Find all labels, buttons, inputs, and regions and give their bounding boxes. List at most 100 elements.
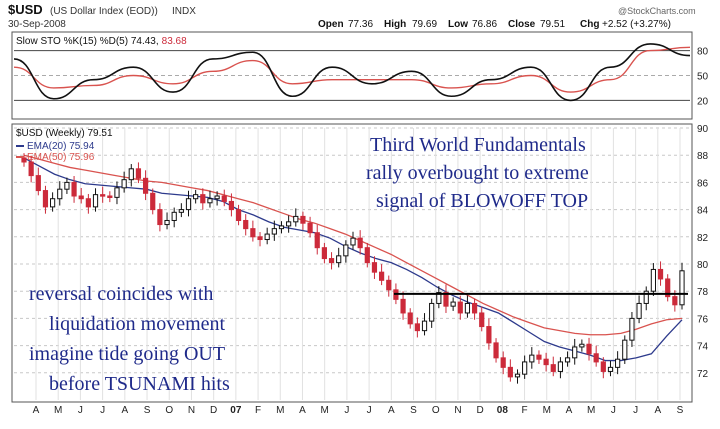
candle-body bbox=[178, 209, 184, 213]
candle-body bbox=[450, 301, 456, 307]
candle-body bbox=[436, 292, 442, 304]
candle-body bbox=[364, 247, 370, 264]
candle-body bbox=[471, 302, 478, 314]
candle-body bbox=[193, 194, 199, 200]
x-tick-label-16: A bbox=[388, 405, 395, 416]
high-label: High bbox=[384, 19, 406, 30]
x-tick-label-26: J bbox=[611, 405, 616, 416]
candle-body bbox=[207, 198, 213, 204]
candle bbox=[257, 232, 263, 247]
watermark: @StockCharts.com bbox=[618, 6, 696, 16]
candle-body bbox=[214, 195, 220, 200]
stochastic-d-value: 83.68 bbox=[162, 36, 187, 47]
chg-value: +2.52 (+3.27%) bbox=[602, 19, 671, 30]
annotation-reversal-line-3: imagine tide going OUT bbox=[29, 343, 225, 365]
candle bbox=[307, 216, 313, 238]
candle-body bbox=[386, 279, 392, 291]
candle-body bbox=[78, 195, 84, 200]
candle bbox=[543, 352, 549, 372]
price-tick-84: 84 bbox=[697, 206, 709, 217]
candle bbox=[443, 284, 449, 313]
chart-date: 30-Sep-2008 bbox=[8, 19, 66, 30]
annotation-blowoff-line-2: rally overbought to extreme bbox=[366, 162, 589, 184]
price-frame bbox=[11, 123, 693, 403]
candle bbox=[514, 369, 521, 384]
candle bbox=[471, 298, 478, 320]
candle bbox=[71, 176, 77, 203]
candle-body bbox=[400, 298, 406, 314]
price-grid bbox=[14, 127, 690, 400]
x-tick-label-1: M bbox=[54, 405, 62, 416]
candle-body bbox=[457, 301, 463, 314]
candle-body bbox=[550, 364, 556, 372]
annotation-reversal-line-2: liquidation movement bbox=[49, 313, 226, 335]
x-tick-label-22: F bbox=[521, 405, 527, 416]
candle-body bbox=[679, 270, 685, 306]
candle-body bbox=[464, 302, 471, 314]
candle-body bbox=[414, 323, 420, 332]
candle-body bbox=[257, 236, 263, 241]
candle bbox=[379, 264, 385, 286]
candle-body bbox=[607, 366, 614, 372]
ema50-label: EMA(50) 75.96 bbox=[27, 152, 95, 163]
candle bbox=[386, 275, 392, 297]
candle-body bbox=[264, 233, 270, 241]
candle bbox=[650, 263, 656, 296]
candle-body bbox=[407, 312, 413, 325]
candle bbox=[429, 298, 435, 328]
candle-body bbox=[271, 228, 277, 235]
candle-body bbox=[157, 209, 163, 226]
candle-body bbox=[615, 358, 621, 368]
candle-body bbox=[164, 219, 170, 226]
candle-body bbox=[500, 357, 506, 368]
x-tick-label-9: 07 bbox=[230, 405, 242, 416]
candle-body bbox=[142, 177, 149, 194]
low-label: Low bbox=[448, 19, 468, 30]
ohlc-readout: Open 77.36 High 79.69 Low 76.86 Close 79… bbox=[318, 19, 671, 30]
candle-body bbox=[135, 168, 142, 179]
candle-body bbox=[543, 358, 549, 366]
price-tick-86: 86 bbox=[697, 178, 709, 189]
candle bbox=[414, 317, 420, 338]
candle-body bbox=[71, 181, 77, 197]
price-tick-76: 76 bbox=[697, 314, 709, 325]
candle bbox=[243, 214, 249, 236]
annotation-reversal: reversal coincides with liquidation move… bbox=[29, 283, 230, 395]
x-tick-label-15: J bbox=[367, 405, 372, 416]
candle bbox=[457, 295, 463, 320]
candle bbox=[171, 207, 177, 228]
candle bbox=[278, 221, 285, 234]
x-tick-label-29: S bbox=[677, 405, 684, 416]
price-legend: $USD (Weekly) 79.51 EMA(20) 75.94 EMA(50… bbox=[16, 128, 113, 163]
x-tick-label-6: O bbox=[165, 405, 173, 416]
candle bbox=[665, 274, 671, 302]
candle-body bbox=[564, 357, 571, 363]
candle-body bbox=[350, 237, 356, 246]
candle bbox=[221, 189, 227, 207]
candle bbox=[314, 224, 320, 255]
x-tick-label-2: J bbox=[78, 405, 83, 416]
candle-body bbox=[57, 188, 63, 200]
candle bbox=[193, 189, 199, 204]
candle bbox=[321, 242, 327, 264]
stochastic-title-prefix: Slow STO %K(15) %D(5) 74.43, bbox=[16, 36, 159, 47]
stochastic-lines bbox=[13, 43, 691, 102]
candle bbox=[50, 192, 56, 212]
candle bbox=[350, 231, 356, 250]
candle-body bbox=[21, 157, 27, 163]
x-tick-label-19: N bbox=[454, 405, 461, 416]
candle bbox=[564, 351, 571, 367]
candle bbox=[286, 215, 292, 233]
candle-body bbox=[50, 198, 56, 208]
candle bbox=[450, 297, 456, 311]
candle-body bbox=[557, 361, 564, 372]
candle bbox=[464, 295, 471, 318]
candle bbox=[293, 208, 299, 227]
candle-body bbox=[328, 258, 335, 264]
close-label: Close bbox=[508, 19, 536, 30]
candle bbox=[114, 181, 120, 205]
candle bbox=[92, 188, 99, 212]
candle bbox=[479, 306, 485, 332]
candle-body bbox=[650, 268, 656, 292]
